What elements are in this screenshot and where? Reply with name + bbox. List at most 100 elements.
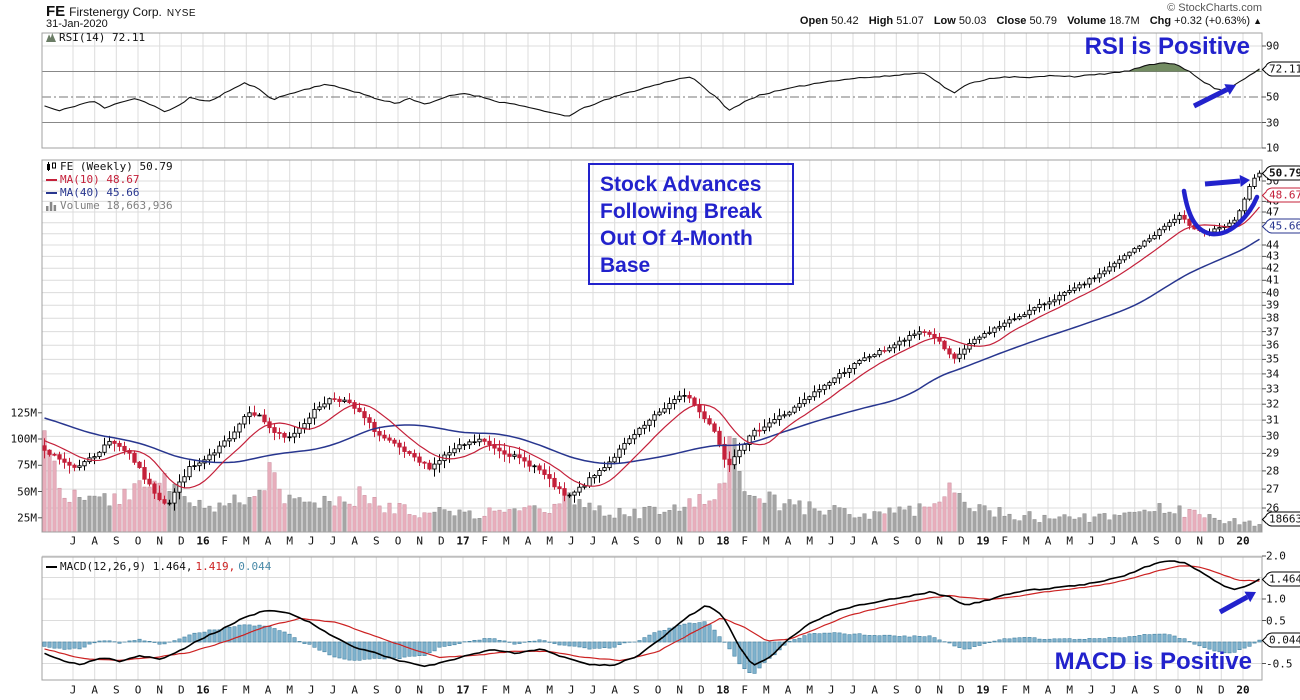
volume-value: 18.7M	[1109, 15, 1140, 27]
price-axis-label: 34	[1266, 367, 1280, 381]
ticker-symbol: FE	[46, 3, 66, 20]
rsi-axis-label: 90	[1266, 39, 1280, 53]
month-axis-label: 19	[976, 683, 990, 697]
chg-value: +0.32 (+0.63%)	[1174, 15, 1251, 27]
high-value: 51.07	[896, 15, 924, 27]
month-axis-label: 20	[1236, 683, 1250, 697]
month-axis-label: M	[1022, 534, 1030, 548]
month-axis-label: 18	[716, 683, 730, 697]
month-axis-label: S	[1152, 534, 1160, 548]
month-axis-label: 18	[716, 534, 730, 548]
month-axis-label: N	[676, 683, 683, 697]
price-axis-label: 44	[1266, 238, 1280, 252]
copyright-label: © StockCharts.com	[1167, 2, 1262, 14]
month-axis-label: O	[654, 683, 662, 697]
macd-axis-label: 1.0	[1266, 592, 1286, 606]
month-axis-label: A	[524, 683, 532, 697]
price-axis-label: 38	[1266, 311, 1280, 325]
open-value: 50.42	[831, 15, 859, 27]
price-value-callout: 50.79	[1265, 165, 1300, 181]
month-axis-label: S	[372, 534, 380, 548]
month-axis-label: M	[546, 534, 553, 548]
month-axis-label: O	[914, 683, 922, 697]
month-axis-label: J	[329, 683, 337, 697]
price-axis-label: 31	[1266, 413, 1280, 427]
price-legend: FE (Weekly) 50.79	[46, 160, 173, 173]
price-axis-label: 33	[1266, 382, 1280, 396]
month-axis-label: O	[134, 534, 142, 548]
month-axis-label: J	[307, 683, 315, 697]
rsi-axis-label: 10	[1266, 141, 1280, 155]
annotation-line-3: Out Of 4-Month	[600, 227, 753, 250]
chg-label: Chg	[1149, 15, 1172, 27]
price-axis-label: 41	[1266, 273, 1280, 287]
month-axis-label: A	[264, 683, 272, 697]
macd-legend: MACD(12,26,9) 1.464, 1.419, 0.044	[46, 560, 271, 573]
volume-legend: Volume 18,663,936	[46, 199, 173, 212]
volume-legend-text: Volume 18,663,936	[60, 199, 173, 212]
macd-axis-label: -0.5	[1266, 657, 1293, 670]
month-axis-label: J	[567, 534, 575, 548]
price-axis-label: 47	[1266, 205, 1280, 219]
price-axis-label: 28	[1266, 464, 1280, 478]
price-axis-label: 27	[1266, 482, 1280, 496]
month-axis-label: O	[1174, 534, 1182, 548]
macd-axis-label: 0.5	[1266, 614, 1286, 627]
month-axis-label: F	[481, 683, 488, 697]
month-axis-label: A	[1044, 534, 1052, 548]
month-axis-label: J	[589, 683, 597, 697]
macd-value-callout: 1.464	[1265, 571, 1300, 587]
price-axis-label: 29	[1266, 446, 1280, 460]
ma10-line-icon	[46, 178, 57, 181]
month-axis-label: M	[1066, 683, 1073, 697]
month-axis-label: S	[632, 534, 640, 548]
month-axis-label: A	[871, 683, 878, 697]
volume-axis-label: 25M	[17, 511, 37, 525]
macd-hist-callout: 0.044	[1265, 632, 1300, 648]
area-chart-icon	[46, 33, 56, 42]
exchange-name: NYSE	[166, 8, 197, 19]
month-axis-label: N	[936, 534, 943, 548]
month-axis-label: N	[416, 534, 423, 548]
month-axis-label: M	[1066, 534, 1073, 548]
month-axis-label: A	[91, 534, 98, 548]
month-axis-label: 16	[196, 683, 210, 697]
month-axis-label: S	[372, 683, 380, 697]
ma40-legend: MA(40) 45.66	[46, 186, 139, 199]
month-axis-label: J	[1087, 683, 1095, 697]
month-axis-label: N	[156, 534, 163, 548]
price-axis-label: 30	[1266, 429, 1280, 443]
month-axis-label: J	[827, 534, 835, 548]
month-axis-label: M	[762, 683, 770, 697]
month-axis-label: A	[611, 534, 618, 548]
month-axis-label: A	[1131, 683, 1138, 697]
rsi-annotation: RSI is Positive	[1084, 33, 1250, 60]
quote-summary: Open 50.42 High 51.07 Low 50.03 Close 50…	[793, 15, 1262, 27]
month-axis-label: O	[654, 534, 662, 548]
price-axis-label: 36	[1266, 338, 1280, 352]
month-axis-label: M	[242, 534, 250, 548]
close-value: 50.79	[1029, 15, 1058, 27]
month-axis-label: M	[806, 534, 813, 548]
annotation-line-1: Stock Advances	[600, 173, 762, 196]
macd-legend-value: MACD(12,26,9) 1.464,	[60, 560, 193, 573]
rsi-legend: RSI(14) 72.11	[46, 31, 145, 44]
price-axis-label: 40	[1266, 286, 1280, 300]
month-axis-label: D	[437, 683, 445, 697]
ma40-value-callout: 45.66	[1265, 218, 1300, 234]
month-axis-label: O	[394, 534, 402, 548]
header-title: FE Firstenergy Corp. NYSE	[46, 3, 196, 21]
price-axis-label: 42	[1266, 261, 1280, 275]
price-axis-label: 35	[1266, 352, 1280, 366]
month-axis-label: O	[134, 683, 142, 697]
month-axis-label: J	[1109, 534, 1117, 548]
month-axis-label: A	[351, 534, 358, 548]
month-axis-label: A	[264, 534, 272, 548]
month-axis-label: M	[502, 534, 510, 548]
month-axis-label: J	[307, 534, 315, 548]
month-axis-label: A	[784, 683, 792, 697]
volume-label: Volume	[1067, 15, 1107, 27]
annotation-line-2: Following Break	[600, 200, 763, 223]
rsi-value-callout: 72.11	[1265, 61, 1300, 77]
